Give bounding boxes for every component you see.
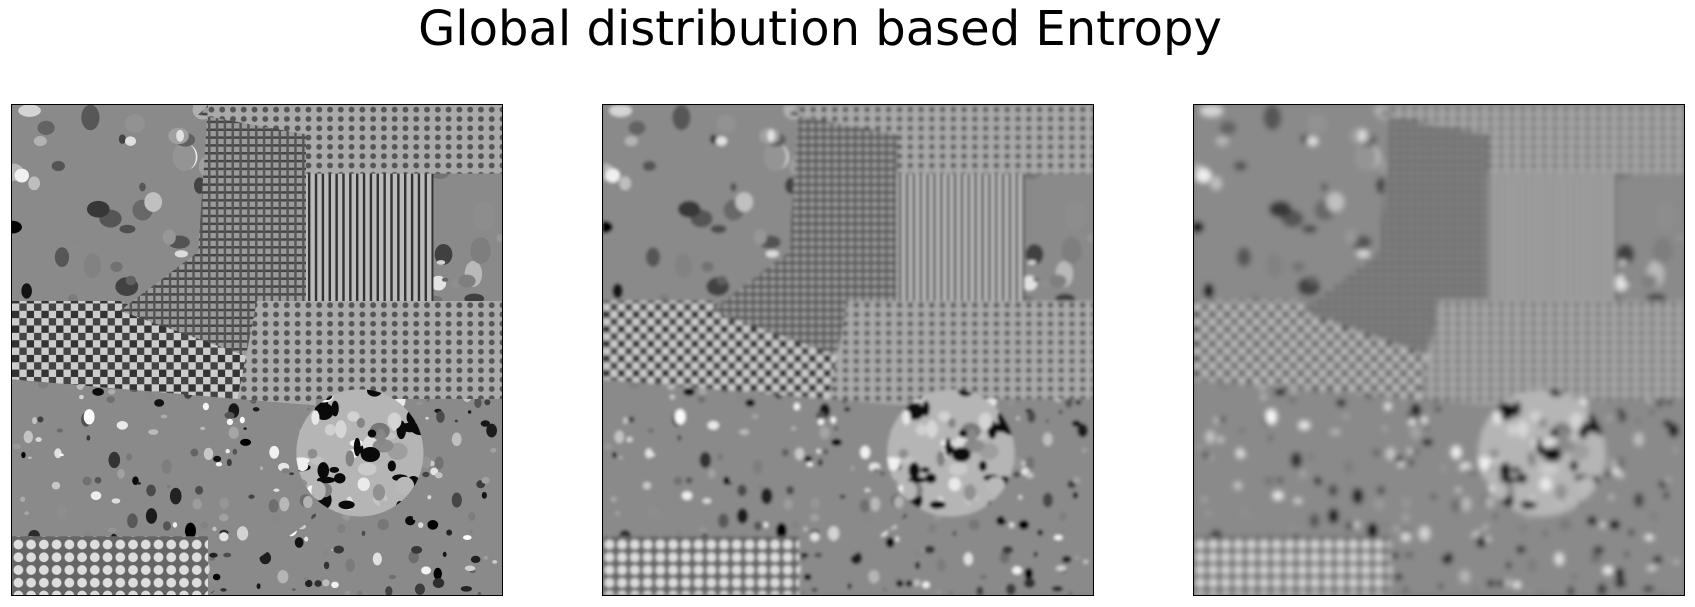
entropy-map-panel-3 (1193, 104, 1685, 596)
texture-image (12, 105, 502, 595)
entropy-map-panel-1 (11, 104, 503, 596)
figure-title: Global distribution based Entropy (418, 1, 1222, 57)
texture-image (603, 105, 1093, 595)
entropy-map-panel-2 (602, 104, 1094, 596)
texture-image (1194, 105, 1684, 595)
